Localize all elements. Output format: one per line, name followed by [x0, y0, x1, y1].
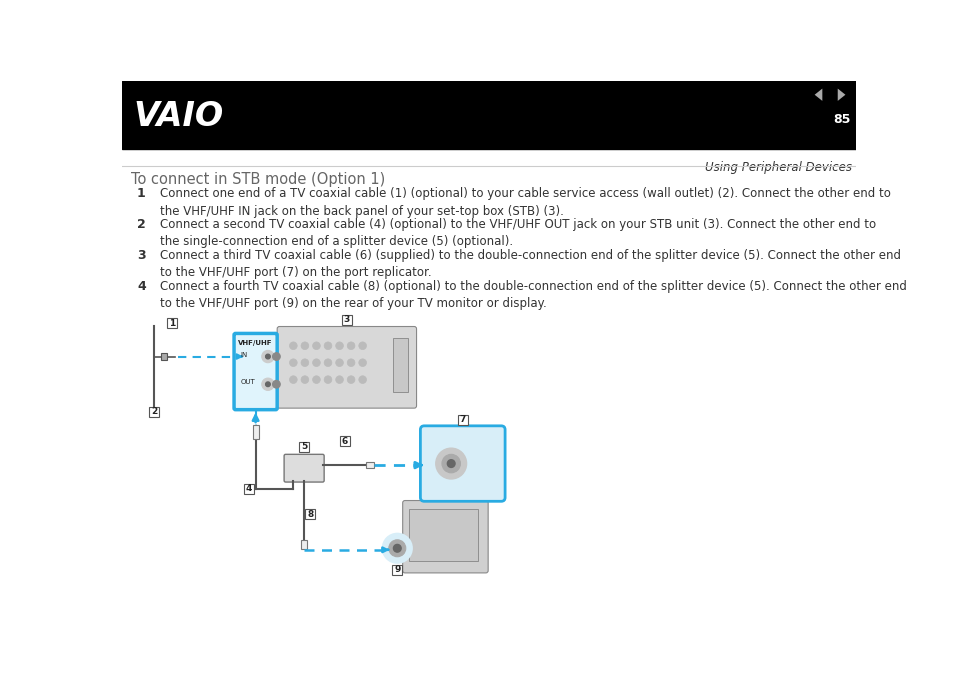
- Text: IN: IN: [240, 352, 247, 358]
- Bar: [301, 540, 307, 549]
- Text: 85: 85: [832, 113, 849, 126]
- Circle shape: [313, 342, 320, 350]
- Text: Connect a third TV coaxial cable (6) (supplied) to the double-connection end of : Connect a third TV coaxial cable (6) (su…: [160, 249, 901, 279]
- Circle shape: [324, 376, 332, 384]
- Circle shape: [358, 342, 366, 350]
- Bar: [457, 415, 467, 425]
- Circle shape: [358, 359, 366, 367]
- Text: Connect one end of a TV coaxial cable (1) (optional) to your cable service acces: Connect one end of a TV coaxial cable (1…: [160, 187, 890, 218]
- Circle shape: [383, 534, 411, 562]
- Circle shape: [301, 376, 309, 384]
- FancyBboxPatch shape: [284, 454, 324, 482]
- Circle shape: [265, 382, 270, 387]
- Text: 3: 3: [137, 249, 146, 262]
- Circle shape: [441, 454, 460, 472]
- Bar: [393, 338, 408, 392]
- Text: 2: 2: [151, 408, 157, 417]
- Text: 2: 2: [137, 218, 146, 231]
- Text: Using Peripheral Devices: Using Peripheral Devices: [704, 161, 851, 174]
- Circle shape: [389, 540, 405, 557]
- FancyBboxPatch shape: [420, 426, 504, 501]
- Circle shape: [347, 359, 355, 367]
- Text: 8: 8: [307, 510, 314, 519]
- Circle shape: [436, 448, 466, 479]
- Text: 9: 9: [394, 565, 400, 574]
- Circle shape: [289, 376, 297, 384]
- Circle shape: [335, 376, 343, 384]
- FancyBboxPatch shape: [277, 326, 416, 408]
- Circle shape: [358, 376, 366, 384]
- Bar: [161, 353, 167, 361]
- FancyBboxPatch shape: [402, 501, 488, 573]
- Text: 1: 1: [169, 319, 174, 328]
- Circle shape: [324, 342, 332, 350]
- Circle shape: [289, 342, 297, 350]
- Text: VAIO: VAIO: [133, 100, 223, 133]
- Circle shape: [313, 359, 320, 367]
- Circle shape: [335, 359, 343, 367]
- Bar: [366, 462, 374, 468]
- Bar: [167, 318, 176, 328]
- Circle shape: [273, 353, 280, 361]
- Circle shape: [347, 376, 355, 384]
- Text: 5: 5: [301, 442, 307, 451]
- Circle shape: [301, 359, 309, 367]
- Text: 7: 7: [459, 415, 465, 424]
- Circle shape: [289, 359, 297, 367]
- Polygon shape: [837, 88, 844, 101]
- Bar: [341, 315, 352, 325]
- Bar: [121, 81, 856, 149]
- Bar: [243, 484, 253, 494]
- Bar: [409, 509, 477, 561]
- Circle shape: [261, 350, 274, 363]
- Text: 4: 4: [245, 485, 252, 493]
- Circle shape: [313, 376, 320, 384]
- Text: 3: 3: [343, 315, 350, 324]
- Text: 6: 6: [341, 437, 348, 446]
- Circle shape: [265, 355, 270, 359]
- Text: 4: 4: [137, 280, 146, 293]
- Circle shape: [324, 359, 332, 367]
- Bar: [253, 425, 258, 439]
- Bar: [339, 436, 350, 446]
- Bar: [392, 565, 402, 575]
- Circle shape: [347, 342, 355, 350]
- Text: Connect a fourth TV coaxial cable (8) (optional) to the double-connection end of: Connect a fourth TV coaxial cable (8) (o…: [160, 280, 906, 310]
- Text: 1: 1: [137, 187, 146, 200]
- Text: OUT: OUT: [240, 379, 254, 385]
- Bar: [305, 510, 314, 520]
- Bar: [149, 407, 159, 417]
- Text: Connect a second TV coaxial cable (4) (optional) to the VHF/UHF OUT jack on your: Connect a second TV coaxial cable (4) (o…: [160, 218, 876, 249]
- Circle shape: [273, 380, 280, 388]
- Circle shape: [335, 342, 343, 350]
- Text: To connect in STB mode (Option 1): To connect in STB mode (Option 1): [131, 172, 385, 187]
- Circle shape: [261, 378, 274, 390]
- Bar: [299, 441, 309, 452]
- FancyBboxPatch shape: [233, 334, 277, 410]
- Circle shape: [301, 342, 309, 350]
- Circle shape: [393, 545, 400, 552]
- Polygon shape: [814, 88, 821, 101]
- Circle shape: [447, 460, 455, 468]
- Text: VHF/UHF: VHF/UHF: [238, 340, 273, 346]
